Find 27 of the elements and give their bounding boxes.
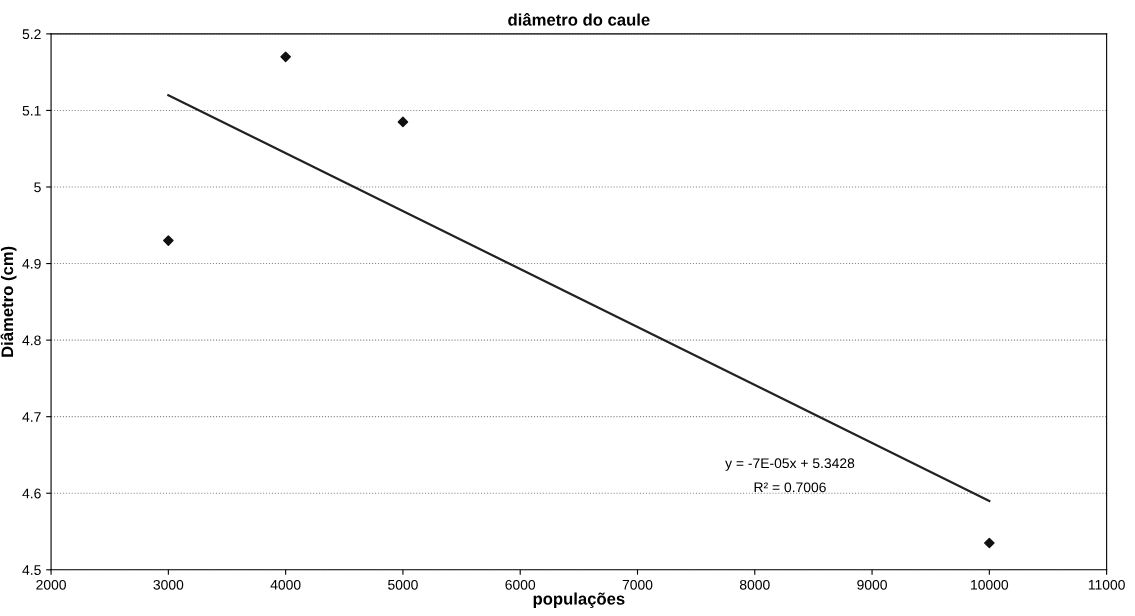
point <box>397 116 409 128</box>
y-tick-label: 5 <box>34 182 41 193</box>
annotation: R² = 0.7006 <box>754 482 826 493</box>
y-tick-label: 4.7 <box>22 412 41 422</box>
y-tick-label: 4.5 <box>22 565 41 575</box>
x-tick-label: 5000 <box>388 579 418 590</box>
y-tick-label: 4.8 <box>22 335 41 346</box>
x-tick-label: 4000 <box>270 579 301 590</box>
x-tick-label: 7000 <box>622 579 653 590</box>
y-tick-label: 4.6 <box>22 488 41 499</box>
y-tick-label: 4.9 <box>22 258 41 269</box>
y-tick-label: 5.2 <box>22 29 41 40</box>
point <box>280 51 291 63</box>
x-tick-label: 2000 <box>36 579 66 590</box>
point <box>163 235 174 246</box>
x-tick-label: 11000 <box>1088 579 1125 590</box>
point <box>984 537 995 549</box>
chart-title: diâmetro do caule <box>508 13 650 26</box>
x-tick-label: 9000 <box>857 579 887 590</box>
annotation: y = -7E-05x + 5.3428 <box>725 458 855 471</box>
x-tick-label: 6000 <box>505 579 536 590</box>
x-tick-label: 10000 <box>971 579 1009 590</box>
x-axis-title: populações <box>533 592 625 609</box>
y-axis-title: Diâmetro (cm) <box>0 246 17 357</box>
x-tick-label: 8000 <box>739 579 770 590</box>
x-tick-label: 3000 <box>153 579 184 590</box>
y-tick-label: 5.1 <box>22 105 41 116</box>
